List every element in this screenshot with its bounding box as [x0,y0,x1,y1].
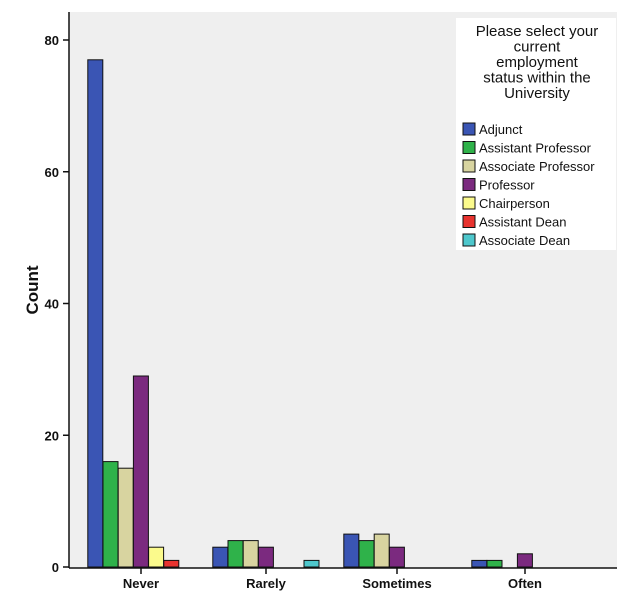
y-tick-label-40: 40 [45,297,59,312]
bar-associate-professor-sometimes [373,533,390,568]
x-tick-label-sometimes: Sometimes [362,576,431,591]
legend-title-line: University [504,85,570,102]
bar-chairperson-never [148,546,165,568]
y-axis-title: Count [23,265,42,314]
legend-swatch-adjunct [462,122,476,136]
x-tick-label-never: Never [123,576,159,591]
legend-label-associate-professor: Associate Professor [479,159,595,174]
bar-associate-professor-rarely [242,540,259,568]
bar-professor-never [132,375,149,568]
bar-professor-sometimes [388,546,405,568]
bar-assistant-professor-rarely [227,540,244,568]
legend-label-associate-dean: Associate Dean [479,233,570,248]
bar-assistant-professor-never [102,461,119,568]
bars-group [87,59,533,568]
legend-label-assistant-professor: Assistant Professor [479,141,592,156]
legend-title-line: status within the [483,70,591,87]
legend-label-adjunct: Adjunct [479,122,523,137]
legend-label-assistant-dean: Assistant Dean [479,215,566,230]
bar-associate-dean-rarely [303,559,320,568]
y-tick-label-20: 20 [45,428,59,443]
bar-adjunct-never [87,59,104,568]
legend-swatch-professor [462,178,476,191]
y-tick-label-0: 0 [52,560,59,575]
x-tick-label-often: Often [508,576,542,591]
legend-label-chairperson: Chairperson [479,196,550,211]
legend-background [456,18,616,250]
legend-swatch-associate-professor [462,159,476,173]
x-axis: Never Rarely Sometimes Often [69,567,617,591]
y-tick-label-80: 80 [45,33,59,48]
legend: Please select yourcurrentemploymentstatu… [456,18,616,250]
bar-adjunct-sometimes [343,533,360,568]
bar-associate-professor-never [117,467,134,568]
legend-title-line: current [514,39,562,56]
bar-professor-often [516,553,533,568]
bar-adjunct-rarely [212,546,229,568]
x-tick-label-rarely: Rarely [246,576,287,591]
bar-assistant-professor-sometimes [358,540,375,568]
legend-swatch-assistant-dean [462,215,476,228]
bar-assistant-dean-never [163,559,180,568]
bar-assistant-professor-often [486,559,503,568]
legend-title-line: Please select your [476,23,599,40]
legend-title-line: employment [496,54,579,71]
legend-label-professor: Professor [479,178,535,193]
legend-swatch-chairperson [462,196,476,210]
legend-swatch-associate-dean [462,233,476,247]
y-axis: 0 20 40 60 80 [45,12,70,575]
bar-adjunct-often [471,559,488,568]
bar-professor-rarely [257,546,274,568]
legend-swatch-assistant-professor [462,141,476,154]
y-tick-label-60: 60 [45,165,59,180]
